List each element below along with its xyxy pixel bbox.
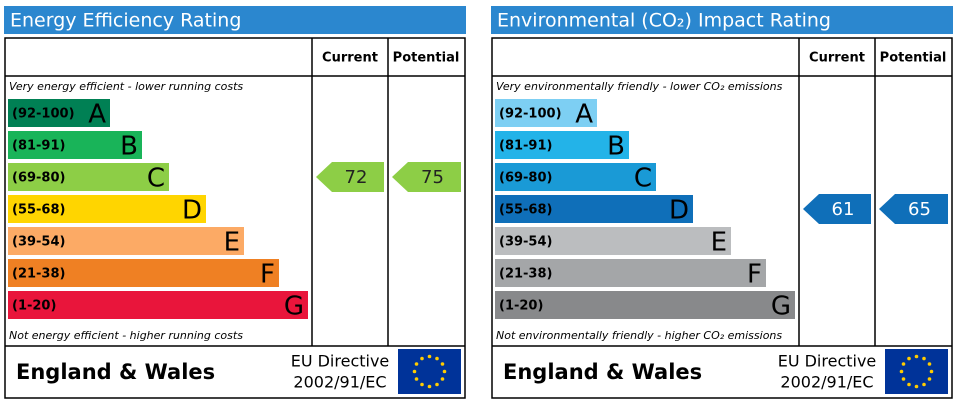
rating-panel: Environmental (CO₂) Impact Rating Current… bbox=[491, 6, 953, 399]
eu-star bbox=[427, 354, 432, 359]
band-bar bbox=[8, 291, 308, 319]
rating-value: 61 bbox=[832, 199, 855, 220]
top-note: Very energy efficient - lower running co… bbox=[9, 80, 243, 93]
eu-star bbox=[440, 377, 445, 381]
band-bar bbox=[8, 227, 244, 255]
column-header: Potential bbox=[880, 51, 947, 66]
eu-star bbox=[435, 356, 439, 361]
band-range: (21-38) bbox=[12, 267, 65, 282]
panel-title: Energy Efficiency Rating bbox=[10, 10, 241, 32]
band-letter: C bbox=[634, 164, 652, 194]
rating-arrow bbox=[879, 194, 948, 224]
eu-star bbox=[922, 382, 926, 387]
rating-value: 72 bbox=[345, 167, 368, 188]
panel-title: Environmental (CO₂) Impact Rating bbox=[497, 10, 831, 32]
band-letter: G bbox=[284, 292, 304, 322]
column-header: Current bbox=[322, 51, 378, 66]
band-range: (55-68) bbox=[499, 203, 552, 218]
directive: EU Directive bbox=[778, 352, 877, 371]
band-range: (92-100) bbox=[12, 107, 75, 122]
band-bar bbox=[8, 131, 142, 159]
title-bar bbox=[491, 6, 953, 34]
rating-arrow bbox=[803, 194, 871, 224]
band-range: (81-91) bbox=[12, 139, 65, 154]
band-range: (21-38) bbox=[499, 267, 552, 282]
band-letter: B bbox=[120, 132, 138, 162]
eu-star bbox=[927, 377, 932, 381]
rating-arrow bbox=[392, 162, 461, 192]
rating-panel: Energy Efficiency Rating Current Potential… bbox=[4, 6, 466, 399]
eu-star bbox=[914, 354, 919, 359]
band-range: (39-54) bbox=[499, 235, 552, 250]
column-header: Current bbox=[809, 51, 865, 66]
directive: EU Directive bbox=[291, 352, 390, 371]
eu-star bbox=[907, 356, 911, 361]
band-range: (1-20) bbox=[12, 299, 56, 314]
band-letter: C bbox=[147, 164, 165, 194]
band-bar bbox=[495, 259, 766, 287]
region: England & Wales bbox=[503, 360, 702, 384]
eu-star bbox=[420, 356, 424, 361]
eu-star bbox=[442, 369, 447, 374]
band-bar bbox=[495, 291, 795, 319]
title-bar bbox=[4, 6, 466, 34]
band-range: (1-20) bbox=[499, 299, 543, 314]
directive-number: 2002/91/EC bbox=[780, 373, 873, 392]
band-letter: G bbox=[771, 292, 791, 322]
band-letter: F bbox=[747, 260, 762, 290]
top-note: Very environmentally friendly - lower CO… bbox=[496, 80, 783, 93]
band-bar bbox=[495, 163, 656, 191]
band-range: (69-80) bbox=[12, 171, 65, 186]
band-letter: E bbox=[711, 228, 727, 258]
eu-star bbox=[427, 384, 432, 389]
band-bar bbox=[8, 163, 169, 191]
bottom-note: Not energy efficient - higher running co… bbox=[9, 329, 243, 342]
band-letter: A bbox=[575, 100, 593, 130]
column-header: Potential bbox=[393, 51, 460, 66]
eu-star bbox=[927, 362, 932, 366]
band-bar bbox=[495, 195, 693, 223]
rating-value: 65 bbox=[908, 199, 931, 220]
eu-star bbox=[901, 362, 906, 366]
bottom-note: Not environmentally friendly - higher CO… bbox=[496, 329, 782, 342]
band-range: (81-91) bbox=[499, 139, 552, 154]
eu-star bbox=[440, 362, 445, 366]
region: England & Wales bbox=[16, 360, 215, 384]
band-letter: E bbox=[224, 228, 240, 258]
band-letter: A bbox=[88, 100, 106, 130]
band-bar bbox=[495, 227, 731, 255]
eu-star bbox=[929, 369, 934, 374]
eu-star bbox=[435, 382, 439, 387]
eu-star bbox=[922, 356, 926, 361]
eu-star bbox=[899, 369, 904, 374]
band-range: (92-100) bbox=[499, 107, 562, 122]
eu-star bbox=[914, 384, 919, 389]
directive-number: 2002/91/EC bbox=[293, 373, 386, 392]
eu-star bbox=[901, 377, 906, 381]
band-range: (55-68) bbox=[12, 203, 65, 218]
band-bar bbox=[495, 99, 597, 127]
rating-value: 75 bbox=[421, 167, 444, 188]
eu-star bbox=[412, 369, 417, 374]
band-letter: D bbox=[669, 196, 689, 226]
band-range: (69-80) bbox=[499, 171, 552, 186]
eu-star bbox=[414, 377, 419, 381]
band-letter: B bbox=[607, 132, 625, 162]
band-bar bbox=[8, 259, 279, 287]
band-range: (39-54) bbox=[12, 235, 65, 250]
band-bar bbox=[8, 99, 110, 127]
eu-star bbox=[414, 362, 419, 366]
rating-arrow bbox=[316, 162, 384, 192]
band-bar bbox=[495, 131, 629, 159]
eu-star bbox=[420, 382, 424, 387]
band-letter: D bbox=[182, 196, 202, 226]
band-bar bbox=[8, 195, 206, 223]
band-letter: F bbox=[260, 260, 275, 290]
eu-star bbox=[907, 382, 911, 387]
